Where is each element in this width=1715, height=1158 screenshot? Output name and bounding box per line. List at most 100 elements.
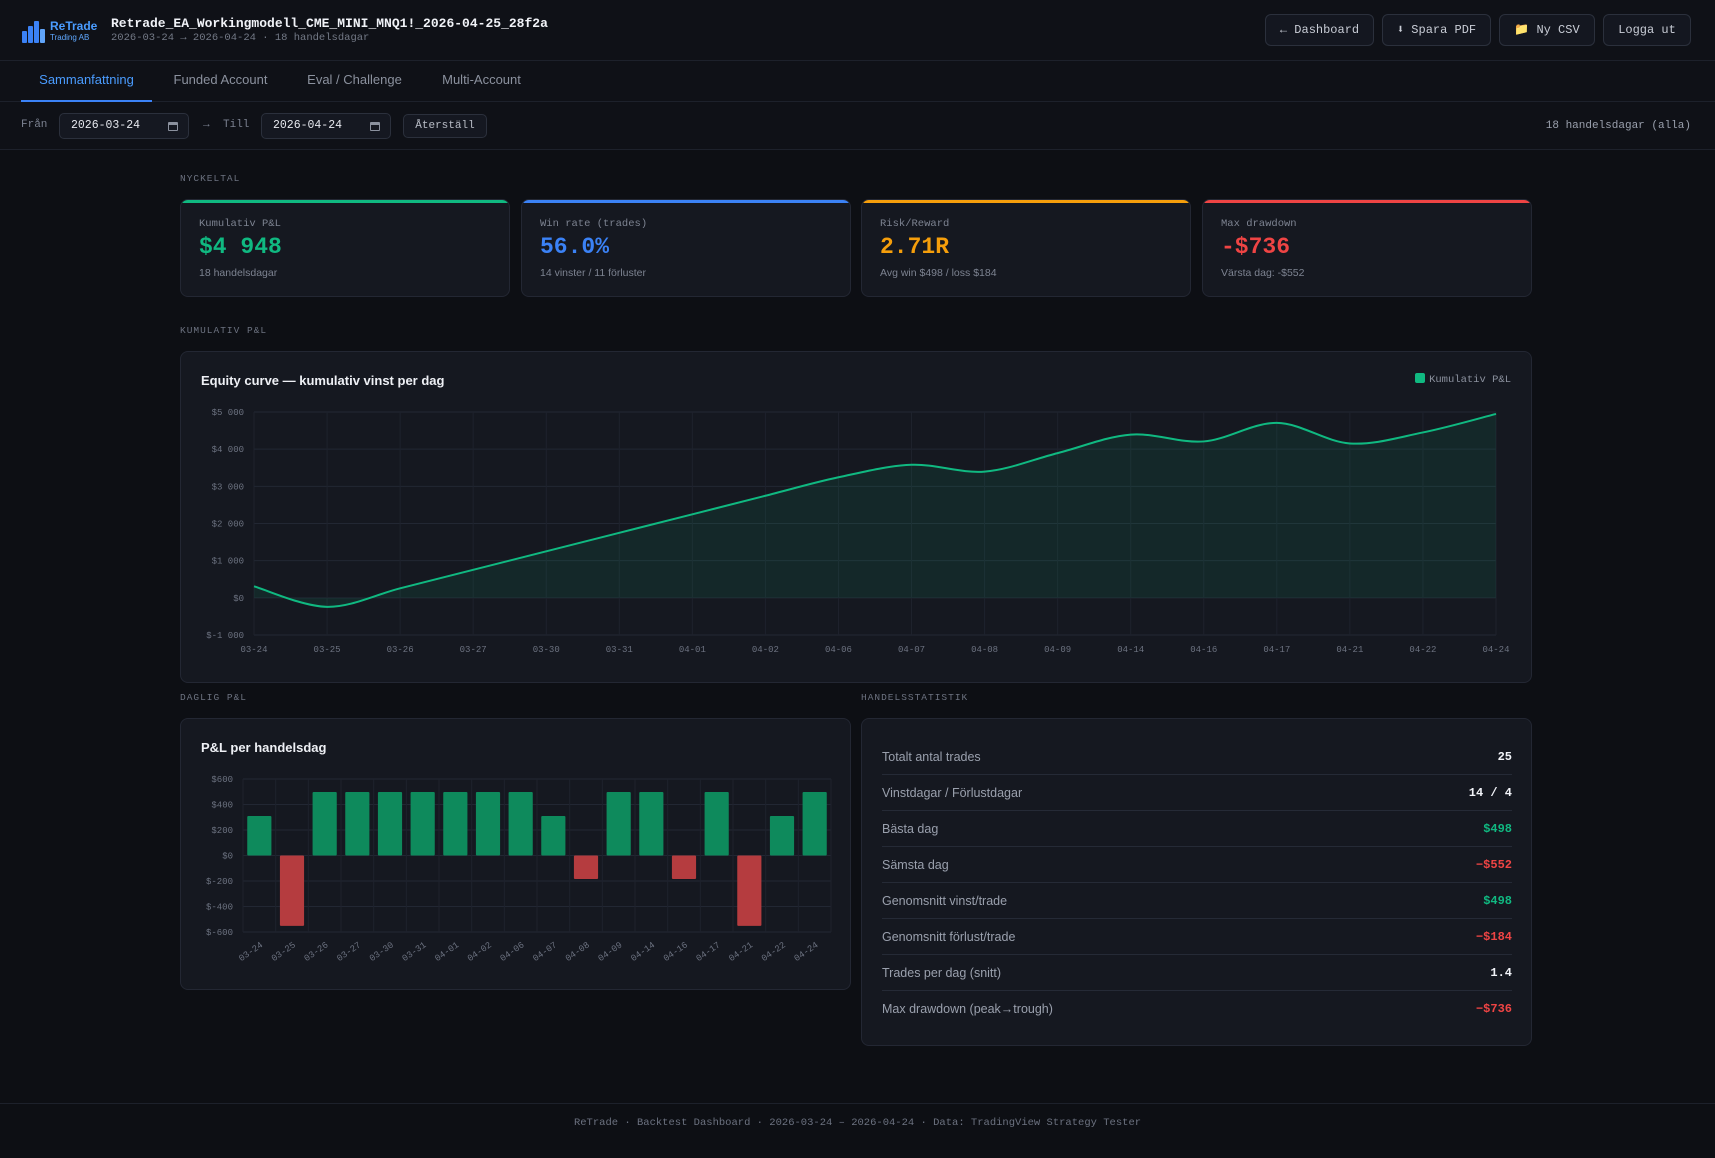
- daily-pnl-bar: [410, 792, 435, 856]
- stat-value: −$552: [1475, 858, 1512, 872]
- equity-curve-panel: Equity curve — kumulativ vinst per dag K…: [180, 351, 1532, 683]
- new-csv-button[interactable]: 📁 Ny CSV: [1499, 14, 1595, 46]
- stat-value: −$184: [1475, 930, 1512, 944]
- stat-value: $498: [1483, 894, 1512, 908]
- y-tick-label: $0: [233, 594, 244, 604]
- x-tick-label: 04-21: [727, 940, 755, 964]
- kpi-value: 56.0%: [540, 234, 610, 260]
- x-tick-label: 04-22: [1409, 645, 1436, 655]
- section-label-daily: DAGLIG P&L: [180, 692, 248, 703]
- to-date-input[interactable]: 2026-04-24: [261, 113, 391, 139]
- stat-label: Trades per dag (snitt): [882, 966, 1002, 980]
- x-tick-label: 04-17: [1263, 645, 1290, 655]
- x-tick-label: 03-27: [460, 645, 487, 655]
- kpi-card-cumulative-pnl: Kumulativ P&L $4 948 18 handelsdagar: [180, 199, 510, 297]
- y-tick-label: $600: [211, 775, 233, 785]
- kpi-card-max-drawdown: Max drawdown -$736 Värsta dag: -$552: [1202, 199, 1532, 297]
- x-tick-label: 04-14: [1117, 645, 1144, 655]
- kpi-accent-line: [1203, 200, 1531, 203]
- from-date-value: 2026-03-24: [71, 119, 141, 132]
- daily-pnl-bar: [639, 792, 664, 856]
- range-arrow: →: [203, 119, 210, 131]
- kpi-accent-line: [522, 200, 850, 203]
- y-tick-label: $400: [211, 801, 233, 811]
- legend-swatch: [1415, 373, 1426, 383]
- daily-pnl-bar: [475, 792, 501, 856]
- x-tick-label: 04-01: [679, 645, 706, 655]
- x-tick-label: 04-02: [752, 645, 779, 655]
- x-tick-label: 03-27: [335, 940, 363, 964]
- y-tick-label: $200: [211, 826, 233, 836]
- trading-stats-panel: Totalt antal trades 25 Vinstdagar / Förl…: [861, 718, 1532, 1046]
- x-tick-label: 04-16: [1190, 645, 1217, 655]
- stat-label: Totalt antal trades: [882, 750, 981, 764]
- y-tick-label: $2 000: [212, 520, 244, 530]
- tab-eval-challenge[interactable]: Eval / Challenge: [307, 72, 402, 87]
- kpi-accent-line: [181, 200, 509, 203]
- x-tick-label: 03-26: [303, 940, 331, 964]
- x-tick-label: 04-06: [825, 645, 852, 655]
- equity-series-line: [253, 412, 1497, 608]
- y-tick-label: $3 000: [212, 482, 244, 492]
- daily-pnl-bar: [541, 815, 566, 856]
- retrade-logo[interactable]: ReTrade Trading AB: [22, 17, 98, 45]
- x-tick-label: 03-30: [533, 645, 560, 655]
- x-tick-label: 03-31: [606, 645, 633, 655]
- daily-pnl-bar: [345, 792, 370, 856]
- daily-pnl-bar: [312, 792, 337, 856]
- kpi-label: Win rate (trades): [540, 218, 648, 230]
- x-tick-label: 04-16: [662, 940, 690, 964]
- x-tick-label: 04-09: [1044, 645, 1071, 655]
- y-tick-label: $5 000: [212, 408, 244, 418]
- x-tick-label: 04-07: [898, 645, 925, 655]
- kpi-accent-line: [862, 200, 1190, 203]
- kpi-label: Risk/Reward: [880, 218, 950, 230]
- logout-button[interactable]: Logga ut: [1603, 14, 1691, 46]
- section-label-kpi: NYCKELTAL: [180, 173, 241, 184]
- x-tick-label: 04-08: [971, 645, 998, 655]
- x-tick-label: 03-31: [401, 940, 429, 964]
- daily-pnl-bar: [377, 792, 403, 856]
- x-tick-label: 04-24: [1482, 645, 1509, 655]
- stat-label: Max drawdown (peak→trough): [882, 1002, 1053, 1016]
- daily-pnl-bar: [671, 855, 697, 879]
- x-tick-label: 04-07: [531, 940, 559, 964]
- stat-row: Sämsta dag −$552: [882, 847, 1512, 883]
- calendar-icon[interactable]: [168, 122, 178, 131]
- kpi-value: 2.71R: [880, 234, 950, 260]
- y-tick-label: $-400: [206, 903, 233, 913]
- x-tick-label: 03-25: [270, 940, 298, 964]
- tab-funded-account[interactable]: Funded Account: [173, 72, 268, 87]
- stat-label: Vinstdagar / Förlustdagar: [882, 786, 1023, 800]
- dashboard-button[interactable]: ← Dashboard: [1265, 14, 1374, 46]
- calendar-icon[interactable]: [370, 122, 380, 131]
- daily-pnl-bar: [704, 792, 729, 856]
- equity-legend: Kumulativ P&L: [1415, 373, 1511, 386]
- top-header: ReTrade Trading AB Retrade_EA_Workingmod…: [0, 0, 1715, 61]
- tab-sammanfattning[interactable]: Sammanfattning: [21, 61, 152, 102]
- report-subtitle: 2026-03-24 → 2026-04-24 · 18 handelsdaga…: [111, 32, 370, 44]
- stat-label: Genomsnitt förlust/trade: [882, 930, 1016, 944]
- equity-area-fill: [254, 413, 1496, 607]
- daily-pnl-bar: [769, 815, 795, 856]
- reset-button[interactable]: Återställ: [403, 114, 487, 138]
- kpi-label: Max drawdown: [1221, 218, 1297, 230]
- save-pdf-button[interactable]: ⬇ Spara PDF: [1382, 14, 1491, 46]
- daily-chart-title: P&L per handelsdag: [201, 740, 327, 755]
- stat-row: Max drawdown (peak→trough) −$736: [882, 991, 1512, 1027]
- x-tick-label: 03-30: [368, 940, 396, 964]
- kpi-subtext: Avg win $498 / loss $184: [880, 267, 997, 279]
- x-tick-label: 04-01: [433, 940, 461, 964]
- kpi-subtext: 18 handelsdagar: [199, 267, 278, 279]
- stat-row: Trades per dag (snitt) 1.4: [882, 955, 1512, 991]
- y-tick-label: $-200: [206, 877, 233, 887]
- section-label-stats: HANDELSSTATISTIK: [861, 692, 969, 703]
- daily-pnl-bar: [606, 792, 631, 856]
- y-tick-label: $-1 000: [206, 631, 244, 641]
- y-tick-label: $-600: [206, 928, 233, 938]
- tab-multi-account[interactable]: Multi-Account: [442, 72, 521, 87]
- stat-value: −$736: [1475, 1002, 1512, 1016]
- stat-value: 1.4: [1490, 966, 1512, 980]
- from-date-input[interactable]: 2026-03-24: [59, 113, 189, 139]
- x-tick-label: 03-24: [237, 940, 265, 964]
